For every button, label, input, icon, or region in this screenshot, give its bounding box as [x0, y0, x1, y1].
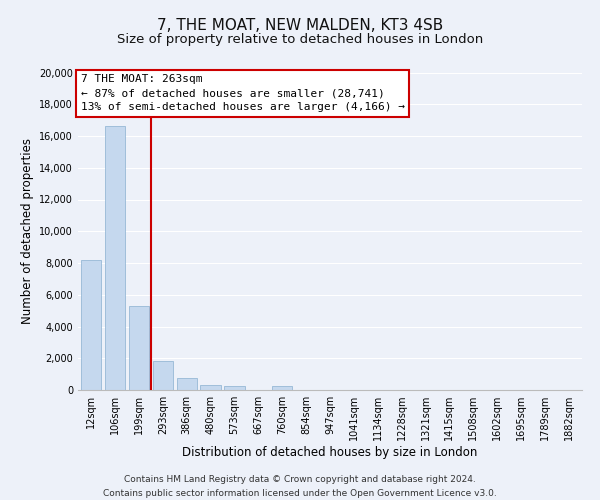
Text: 7 THE MOAT: 263sqm
← 87% of detached houses are smaller (28,741)
13% of semi-det: 7 THE MOAT: 263sqm ← 87% of detached hou…: [80, 74, 404, 112]
Bar: [272, 386, 292, 390]
Bar: [176, 378, 197, 390]
Bar: [200, 386, 221, 390]
Bar: [129, 306, 149, 390]
Text: Size of property relative to detached houses in London: Size of property relative to detached ho…: [117, 32, 483, 46]
Y-axis label: Number of detached properties: Number of detached properties: [21, 138, 34, 324]
Bar: [152, 360, 173, 390]
Text: 7, THE MOAT, NEW MALDEN, KT3 4SB: 7, THE MOAT, NEW MALDEN, KT3 4SB: [157, 18, 443, 32]
Bar: [81, 260, 101, 390]
Text: Contains HM Land Registry data © Crown copyright and database right 2024.
Contai: Contains HM Land Registry data © Crown c…: [103, 476, 497, 498]
Bar: [105, 126, 125, 390]
X-axis label: Distribution of detached houses by size in London: Distribution of detached houses by size …: [182, 446, 478, 459]
Bar: [224, 386, 245, 390]
